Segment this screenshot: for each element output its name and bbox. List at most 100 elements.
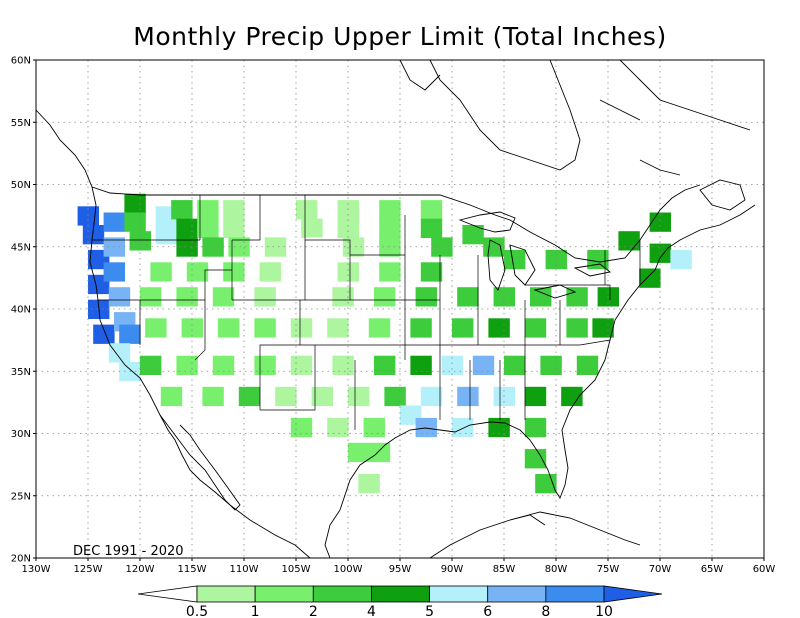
- precip-cell: [290, 355, 313, 375]
- precip-cell: [176, 287, 198, 307]
- precip-cell: [296, 200, 318, 220]
- precip-cell: [592, 318, 614, 338]
- precip-cell: [379, 200, 401, 220]
- precip-cell: [420, 218, 443, 238]
- precip-cell: [415, 287, 437, 307]
- lon-tick-label: 110W: [230, 564, 259, 575]
- precip-cell: [290, 293, 313, 313]
- precip-cell: [197, 218, 219, 238]
- pacific-coastline: [89, 186, 311, 558]
- period-label: DEC 1991 - 2020: [73, 544, 184, 559]
- lon-tick-label: 70W: [649, 564, 672, 575]
- precip-cell: [254, 287, 276, 307]
- lon-tick-label: 80W: [545, 564, 568, 575]
- precip-cell: [176, 218, 198, 238]
- alaska-coast: [36, 109, 93, 188]
- precip-cell: [155, 225, 177, 245]
- precip-cell: [374, 355, 396, 375]
- precip-cell: [124, 193, 146, 214]
- precip-cell: [332, 355, 354, 375]
- lat-lon-gridlines: [36, 60, 764, 558]
- arctic-islands: [399, 60, 751, 176]
- precip-cell: [259, 262, 281, 282]
- precip-cell: [264, 218, 287, 238]
- precip-cell: [618, 231, 640, 251]
- cuba: [509, 511, 641, 546]
- precip-cell: [472, 355, 495, 375]
- precip-cell: [108, 287, 131, 307]
- precip-cell: [452, 318, 474, 338]
- precip-cell: [171, 200, 193, 220]
- precip-cell: [103, 212, 125, 232]
- precip-cell: [140, 355, 162, 375]
- precip-cell: [119, 324, 141, 344]
- precip-cell: [431, 237, 453, 257]
- precip-cell: [524, 417, 547, 438]
- great-lakes: [458, 211, 612, 299]
- lon-tick-label: 115W: [178, 564, 207, 575]
- newfoundland: [699, 179, 746, 211]
- lat-tick-label: 35N: [11, 367, 31, 378]
- lon-tick-label: 130W: [22, 564, 51, 575]
- precip-cell: [181, 318, 203, 338]
- axis-ticks: [33, 59, 765, 561]
- precip-cell: [140, 287, 162, 307]
- yucatan: [429, 514, 546, 558]
- precip-cell: [223, 262, 245, 282]
- precip-cell: [420, 262, 443, 282]
- precip-cell: [576, 355, 599, 375]
- precip-cell: [561, 386, 583, 407]
- precip-cell: [150, 262, 172, 282]
- precip-cell: [327, 318, 349, 338]
- precip-cell: [82, 225, 105, 245]
- legend-swatch: [487, 585, 547, 603]
- precip-cell: [587, 249, 609, 270]
- state-borders: [92, 195, 641, 430]
- lon-tick-label: 120W: [126, 564, 155, 575]
- legend-swatch: [312, 585, 372, 603]
- precip-cell: [223, 218, 245, 238]
- precip-cell: [524, 386, 547, 407]
- precip-cell: [129, 231, 151, 251]
- precip-cell: [374, 287, 396, 307]
- precip-cell: [566, 318, 588, 338]
- map-title: Monthly Precip Upper Limit (Total Inches…: [133, 22, 667, 51]
- precip-cell: [202, 386, 224, 407]
- precip-cell: [379, 237, 401, 257]
- precip-cell: [670, 249, 692, 270]
- precip-cell: [124, 212, 146, 232]
- precip-cell: [410, 355, 432, 375]
- precip-cell: [311, 386, 333, 407]
- precip-cell: [545, 249, 567, 270]
- legend-threshold-label: 6: [483, 604, 492, 618]
- legend-threshold-label: 8: [541, 604, 550, 618]
- legend-swatch: [429, 585, 489, 603]
- precip-cell: [368, 442, 391, 463]
- precip-cell: [462, 225, 484, 245]
- precip-cell: [228, 237, 250, 257]
- legend-threshold-label: 10: [595, 604, 613, 618]
- precip-cell: [254, 318, 276, 338]
- precip-cell: [212, 287, 235, 307]
- precip-cell: [379, 262, 401, 282]
- coastlines-and-borders: [36, 60, 756, 558]
- legend-swatch: [254, 585, 314, 603]
- lon-tick-label: 100W: [334, 564, 363, 575]
- precip-cell: [524, 318, 547, 338]
- lon-tick-labels: 130W 125W 120W 115W 110W 105W 100W 95W 90W 85W 80W…: [22, 564, 776, 575]
- mexico-gulf-coast: [324, 509, 341, 558]
- lat-tick-label: 55N: [11, 118, 31, 129]
- precip-cell: [327, 417, 349, 438]
- precip-cell: [504, 355, 526, 375]
- precip-cell: [238, 386, 261, 407]
- lat-tick-label: 20N: [11, 554, 31, 565]
- precip-cell: [379, 218, 401, 238]
- precip-cell: [535, 474, 557, 494]
- precip-cell: [452, 417, 474, 438]
- lon-tick-label: 75W: [597, 564, 620, 575]
- precip-cell: [296, 262, 318, 282]
- lat-tick-label: 25N: [11, 491, 31, 502]
- precip-cell: [301, 218, 323, 238]
- lon-tick-label: 105W: [282, 564, 311, 575]
